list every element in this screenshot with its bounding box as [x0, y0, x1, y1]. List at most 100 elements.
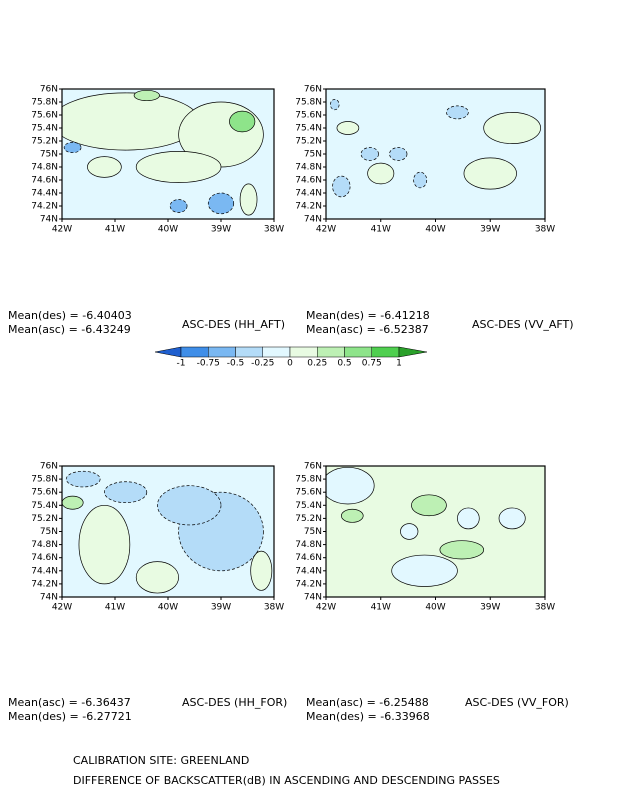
- lat-label: 74.8N: [31, 163, 58, 173]
- contour-region: [413, 171, 428, 189]
- contour-region: [498, 507, 526, 530]
- contour-region: [340, 508, 364, 523]
- lat-label: 75N: [304, 150, 322, 160]
- lat-label: 74.8N: [31, 540, 58, 550]
- contour-region: [229, 110, 256, 133]
- contour-region: [207, 192, 235, 215]
- lat-label: 74.6N: [295, 176, 322, 186]
- lon-label: 38W: [264, 225, 284, 235]
- colorbar-label: -0.5: [227, 359, 245, 369]
- lat-label: 74N: [304, 215, 322, 225]
- lat-label: 74.2N: [295, 202, 322, 212]
- lon-label: 39W: [211, 603, 231, 613]
- panel-stat: Mean(asc) = -6.25488: [306, 696, 429, 709]
- lat-label: 75.2N: [295, 137, 322, 147]
- lat-label: 75.8N: [31, 475, 58, 485]
- lat-label: 74.6N: [295, 553, 322, 563]
- lat-label: 75.6N: [295, 488, 322, 498]
- contour-region: [104, 481, 148, 504]
- lat-label: 74N: [40, 215, 58, 225]
- contour-region: [332, 175, 351, 198]
- map-panel: [62, 466, 274, 597]
- contour-region: [400, 523, 419, 540]
- lat-label: 76N: [304, 462, 322, 472]
- lat-label: 74.4N: [295, 566, 322, 576]
- lat-label: 76N: [40, 85, 58, 95]
- lat-label: 74.6N: [31, 176, 58, 186]
- panel-stat: Mean(asc) = -6.36437: [8, 696, 131, 709]
- contour-region: [63, 141, 82, 154]
- contour-region: [446, 105, 469, 120]
- panel-stat: Mean(asc) = -6.43249: [8, 323, 131, 336]
- lat-label: 74.8N: [295, 540, 322, 550]
- lat-label: 74.6N: [31, 553, 58, 563]
- panel-stat: Mean(des) = -6.41218: [306, 309, 430, 322]
- colorbar-segment: [235, 346, 263, 358]
- contour-region: [457, 507, 480, 530]
- colorbar-label: -0.75: [197, 359, 220, 369]
- contour-region: [65, 470, 101, 488]
- contour-region: [87, 156, 122, 178]
- colorbar-label: 0.75: [362, 359, 382, 369]
- lat-label: 74.4N: [295, 189, 322, 199]
- colorbar-segment: [262, 346, 291, 358]
- lat-label: 74.4N: [31, 566, 58, 576]
- panel-stat: Mean(des) = -6.40403: [8, 309, 132, 322]
- map-panel: [326, 89, 545, 219]
- contour-region: [78, 504, 131, 585]
- colorbar-label: -1: [177, 359, 186, 369]
- colorbar-segment: [371, 346, 400, 358]
- colorbar-end: [154, 346, 182, 358]
- contour-region: [135, 151, 222, 183]
- contour-region: [62, 92, 201, 151]
- panel-title: ASC-DES (VV_AFT): [472, 318, 574, 331]
- colorbar-label: 0.25: [307, 359, 327, 369]
- contour-region: [463, 157, 517, 190]
- contour-region: [411, 494, 447, 517]
- lat-label: 74.4N: [31, 189, 58, 199]
- panel-title: ASC-DES (VV_FOR): [465, 696, 569, 709]
- lon-label: 42W: [316, 603, 336, 613]
- colorbar-label: 1: [396, 359, 402, 369]
- lon-label: 40W: [158, 225, 178, 235]
- contour-region: [133, 89, 160, 102]
- panel-title: ASC-DES (HH_AFT): [182, 318, 285, 331]
- lon-label: 42W: [52, 225, 72, 235]
- lat-label: 74.2N: [31, 202, 58, 212]
- lon-label: 41W: [105, 603, 125, 613]
- lon-label: 38W: [535, 225, 555, 235]
- lat-label: 74.2N: [295, 579, 322, 589]
- lat-label: 75.8N: [295, 475, 322, 485]
- colorbar-end: [398, 346, 428, 358]
- lat-label: 75.4N: [295, 124, 322, 134]
- colorbar-label: 0.5: [337, 359, 351, 369]
- lat-label: 75.8N: [295, 98, 322, 108]
- map-panel: [62, 89, 274, 219]
- contour-region: [439, 540, 485, 560]
- lon-label: 42W: [52, 603, 72, 613]
- lon-label: 39W: [211, 225, 231, 235]
- colorbar-label: -0.25: [251, 359, 274, 369]
- lon-label: 41W: [105, 225, 125, 235]
- contour-region: [157, 485, 222, 526]
- footer-line: CALIBRATION SITE: GREENLAND: [73, 754, 249, 767]
- lat-label: 75N: [40, 150, 58, 160]
- colorbar-segment: [344, 346, 372, 358]
- colorbar-segment: [289, 346, 318, 358]
- map-panel: [326, 466, 545, 597]
- contour-region: [239, 183, 258, 216]
- contour-region: [483, 112, 541, 144]
- contour-region: [62, 495, 84, 510]
- panel-stat: Mean(des) = -6.27721: [8, 710, 132, 723]
- lon-label: 38W: [264, 603, 284, 613]
- map-background: [326, 89, 545, 219]
- lon-label: 40W: [425, 225, 445, 235]
- lat-label: 75.2N: [295, 514, 322, 524]
- lon-label: 41W: [371, 603, 391, 613]
- lat-label: 75N: [40, 527, 58, 537]
- lat-label: 75.4N: [31, 501, 58, 511]
- lat-label: 76N: [304, 85, 322, 95]
- contour-region: [391, 554, 458, 587]
- contour-region: [169, 199, 188, 213]
